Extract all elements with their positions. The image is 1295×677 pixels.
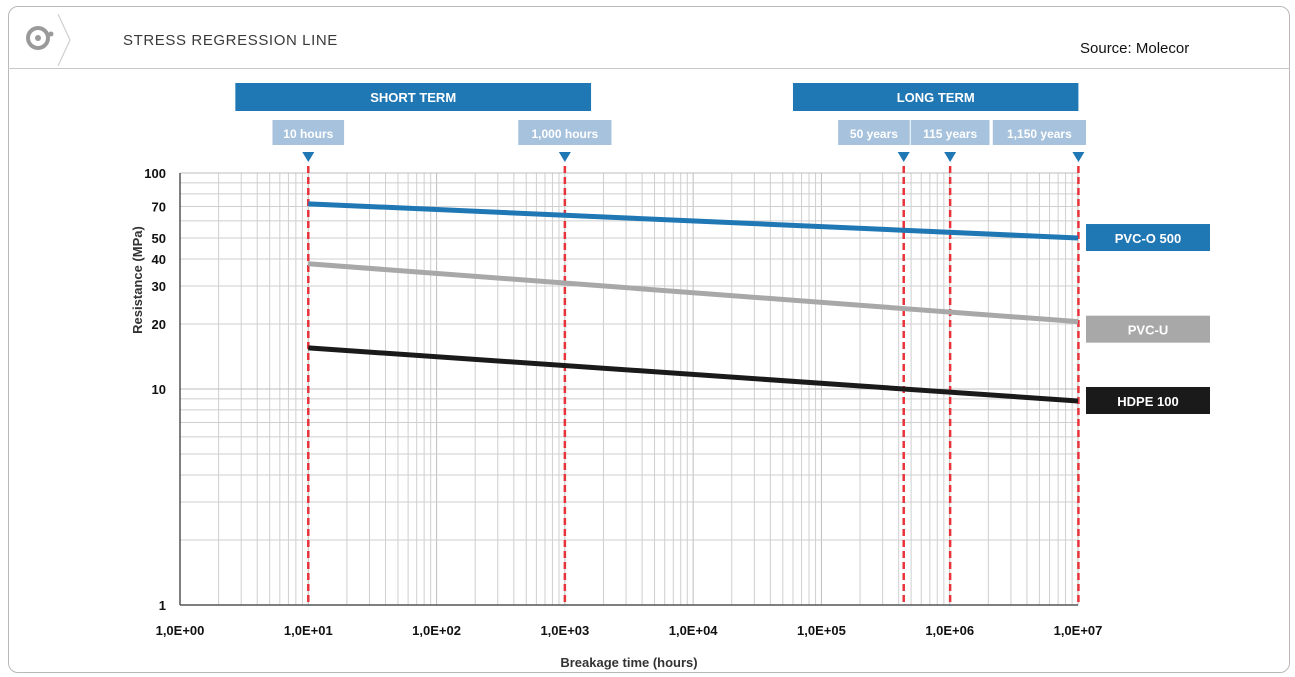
- down-arrow-icon: [897, 152, 910, 162]
- time-marker-box: [910, 120, 990, 145]
- y-tick-label: 50: [152, 231, 166, 246]
- molecor-logo-icon: [16, 12, 76, 68]
- y-tick-label: 30: [152, 279, 166, 294]
- time-marker-box: [272, 120, 345, 145]
- x-tick-label: 1,0E+04: [669, 623, 719, 638]
- y-tick-label: 1: [159, 598, 166, 613]
- x-tick-label: 1,0E+05: [797, 623, 846, 638]
- series-label-box: [1086, 315, 1210, 343]
- term-band: [792, 83, 1079, 111]
- series-line: [308, 261, 1079, 325]
- x-tick-label: 1,0E+06: [925, 623, 974, 638]
- term-band: [235, 83, 592, 111]
- source-note: Source: Molecor: [1080, 40, 1190, 57]
- series-label: PVC-O 500: [1115, 231, 1181, 246]
- down-arrow-icon: [944, 152, 957, 162]
- time-marker-box: [838, 120, 910, 145]
- y-tick-label: 70: [152, 199, 166, 214]
- down-arrow-icon: [1072, 152, 1085, 162]
- time-marker-box: [518, 120, 612, 145]
- y-axis-label: Resistance (MPa): [130, 226, 145, 334]
- series-label: PVC-U: [1128, 323, 1168, 338]
- x-tick-label: 1,0E+01: [284, 623, 333, 638]
- header-divider: [8, 68, 1290, 69]
- series-label-box: [1086, 224, 1210, 252]
- time-marker-box: [992, 120, 1086, 145]
- down-arrow-icon: [558, 152, 571, 162]
- page-title: STRESS REGRESSION LINE: [123, 32, 338, 49]
- series-line: [308, 345, 1079, 404]
- series-label-box: [1086, 386, 1210, 414]
- term-band-label: SHORT TERM: [370, 90, 456, 105]
- y-tick-label: 100: [144, 166, 166, 181]
- x-tick-label: 1,0E+02: [412, 623, 461, 638]
- x-tick-label: 1,0E+03: [540, 623, 589, 638]
- time-marker-label: 10 hours: [283, 127, 333, 141]
- time-marker-label: 115 years: [923, 127, 977, 141]
- time-marker-label: 1,000 hours: [532, 127, 599, 141]
- y-tick-label: 40: [152, 252, 166, 267]
- term-band-label: LONG TERM: [897, 90, 975, 105]
- series-line: [308, 201, 1079, 241]
- y-tick-label: 10: [152, 382, 166, 397]
- x-tick-label: 1,0E+00: [156, 623, 205, 638]
- time-marker-label: 50 years: [850, 127, 898, 141]
- x-tick-label: 1,0E+07: [1054, 623, 1103, 638]
- series-label: HDPE 100: [1117, 394, 1178, 409]
- x-axis-label: Breakage time (hours): [560, 655, 697, 670]
- y-tick-label: 20: [152, 317, 166, 332]
- down-arrow-icon: [302, 152, 315, 162]
- time-marker-label: 1,150 years: [1007, 127, 1072, 141]
